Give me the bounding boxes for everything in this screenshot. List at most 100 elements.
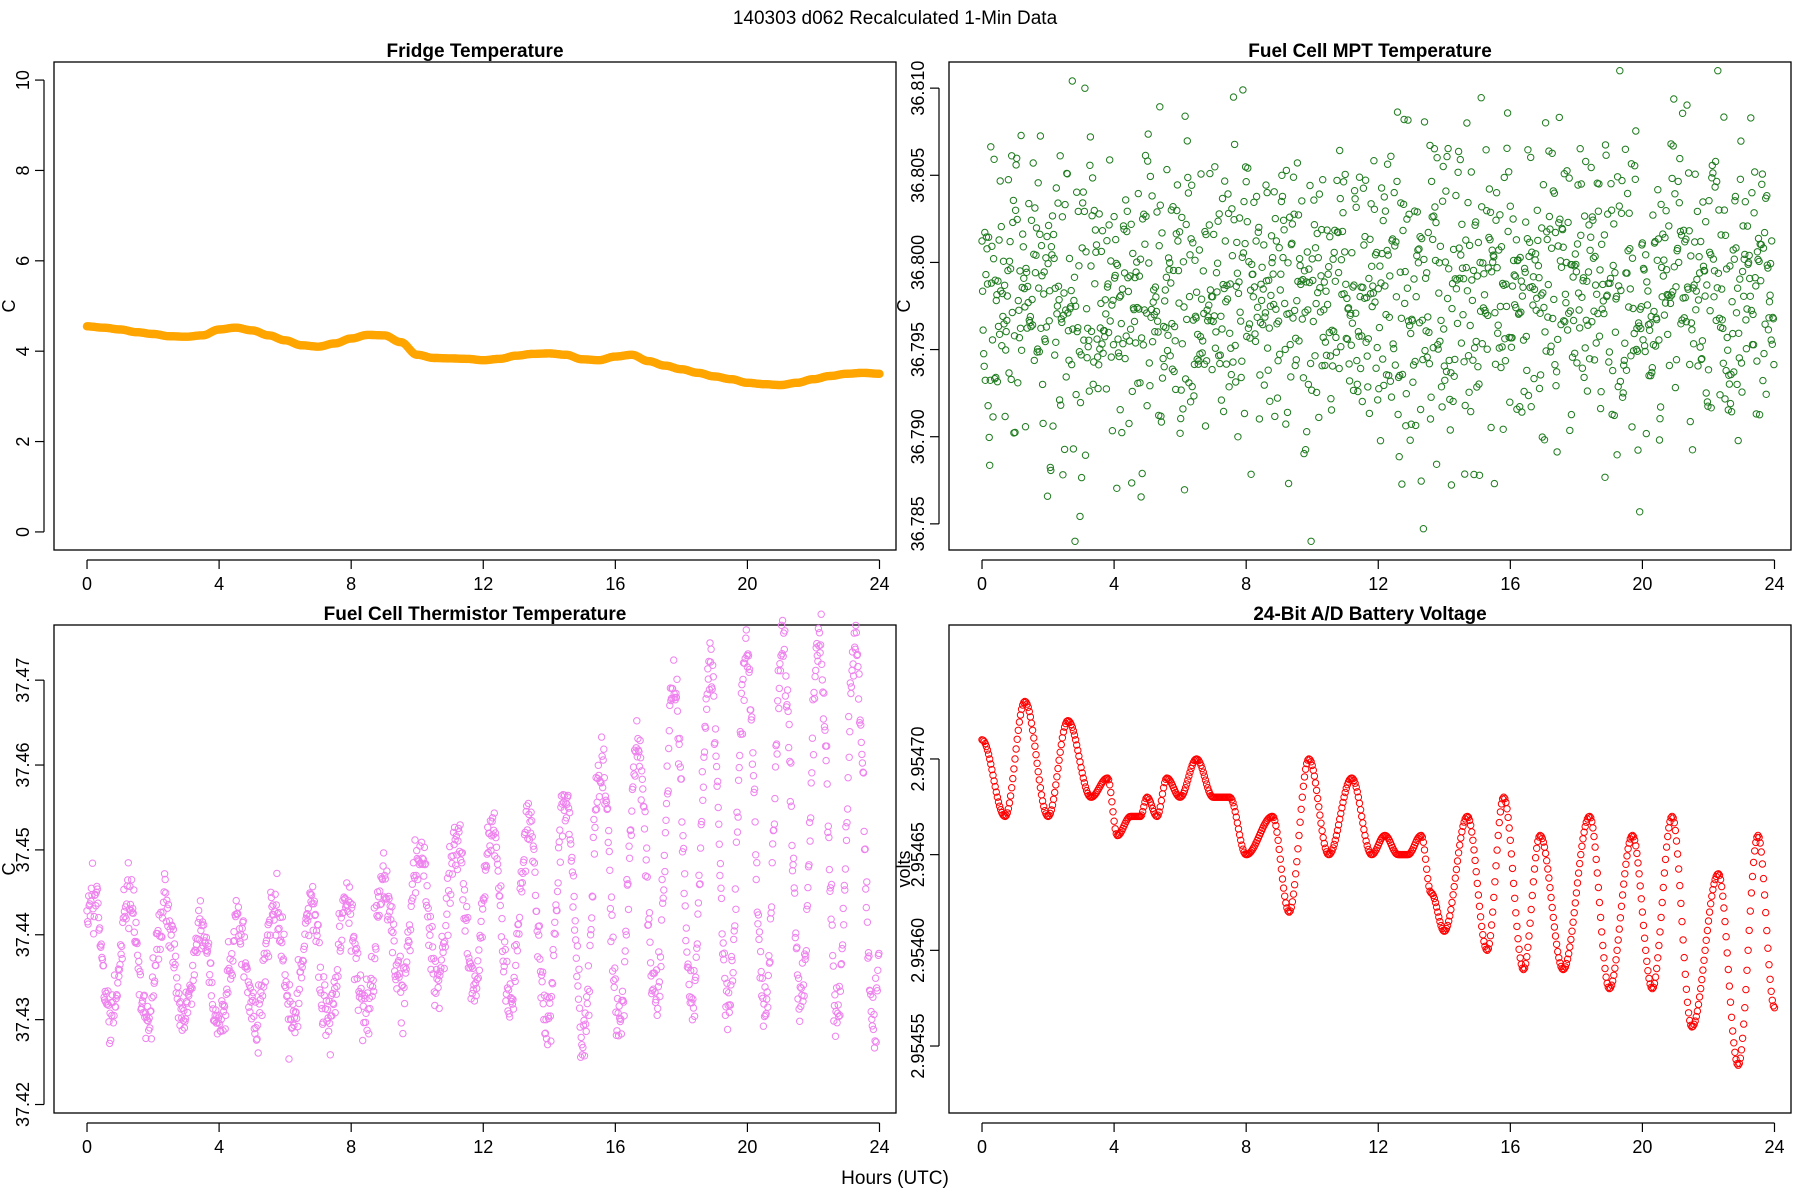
battery-data-point xyxy=(1543,857,1551,865)
mpt-data-point xyxy=(1760,228,1769,237)
battery-data-point xyxy=(1110,817,1118,825)
thermistor-data-point xyxy=(420,872,428,880)
mpt-data-point xyxy=(1323,300,1332,309)
mpt-data-point xyxy=(1497,363,1505,372)
thermistor-data-point xyxy=(732,905,740,913)
mpt-data-point xyxy=(1512,236,1521,244)
mpt-data-point xyxy=(985,433,993,442)
thermistor-data-point xyxy=(661,829,670,837)
mpt-data-point xyxy=(1080,207,1089,216)
mpt-data-point xyxy=(1623,189,1632,198)
thermistor-data-point xyxy=(511,977,519,986)
battery-data-point xyxy=(1729,1027,1737,1035)
battery-data-point xyxy=(1596,913,1605,922)
mpt-data-point xyxy=(1412,421,1420,430)
mpt-data-point xyxy=(1734,436,1742,445)
battery-data-point xyxy=(1744,946,1752,954)
thermistor-data-point xyxy=(679,832,687,840)
mpt-data-point xyxy=(1002,346,1010,354)
mpt-data-point xyxy=(1265,324,1274,332)
mpt-data-point xyxy=(1445,265,1453,273)
thermistor-data-point xyxy=(729,969,737,977)
mpt-data-point xyxy=(1144,130,1152,138)
mpt-data-point xyxy=(1674,177,1682,186)
battery-data-point xyxy=(1051,788,1059,797)
mpt-data-point xyxy=(1173,181,1182,189)
mpt-data-point xyxy=(1459,275,1468,283)
battery-data-point xyxy=(1672,837,1681,845)
battery-data-point xyxy=(1107,788,1115,797)
thermistor-data-point xyxy=(278,938,286,947)
mpt-data-point xyxy=(1269,270,1277,278)
mpt-data-point xyxy=(1315,190,1324,198)
mpt-data-point xyxy=(1199,267,1208,275)
mpt-data-point xyxy=(1699,198,1707,206)
mpt-data-point xyxy=(1006,237,1014,246)
mpt-data-point xyxy=(1517,277,1526,285)
mpt-data-point xyxy=(982,270,990,279)
battery-data-point xyxy=(1233,819,1242,827)
thermistor-y-tick-label: 37.43 xyxy=(13,997,33,1042)
thermistor-data-point xyxy=(731,885,739,893)
battery-data-point xyxy=(1314,794,1322,803)
mpt-data-point xyxy=(1026,312,1035,321)
mpt-data-point xyxy=(1764,326,1773,334)
battery-data-point xyxy=(1468,828,1476,836)
mpt-data-point xyxy=(988,336,997,344)
mpt-data-point xyxy=(1279,253,1287,262)
mpt-data-point xyxy=(1750,209,1758,217)
battery-data-point xyxy=(1452,865,1461,874)
thermistor-data-point xyxy=(785,720,793,729)
battery-data-point xyxy=(1507,850,1516,858)
mpt-data-point xyxy=(1226,329,1234,337)
mpt-data-point xyxy=(1060,445,1069,454)
battery-data-point xyxy=(1678,917,1686,926)
mpt-data-point xyxy=(1543,235,1551,244)
mpt-data-point xyxy=(1660,311,1669,319)
thermistor-data-point xyxy=(717,884,725,892)
mpt-data-point xyxy=(1420,255,1428,264)
thermistor-data-point xyxy=(443,910,451,918)
mpt-data-point xyxy=(1536,371,1545,379)
mpt-data-point xyxy=(1027,216,1036,225)
mpt-data-point xyxy=(984,402,992,410)
mpt-data-point xyxy=(980,350,988,358)
mpt-data-point xyxy=(1440,325,1448,333)
battery-data-point xyxy=(1475,902,1484,910)
thermistor-data-point xyxy=(640,825,649,833)
mpt-data-point xyxy=(1368,262,1376,270)
mpt-data-point xyxy=(1059,471,1067,479)
thermistor-data-point xyxy=(723,1025,732,1034)
battery-data-point xyxy=(1579,835,1587,843)
mpt-data-point xyxy=(1141,240,1149,248)
battery-data-point xyxy=(1494,831,1502,840)
mpt-data-point xyxy=(1284,479,1293,488)
battery-y-tick-label: 2.95455 xyxy=(908,1013,928,1078)
mpt-data-point xyxy=(1412,293,1420,301)
thermistor-data-point xyxy=(416,842,424,850)
mpt-data-point xyxy=(1174,237,1182,245)
thermistor-data-point xyxy=(591,823,599,832)
thermistor-data-point xyxy=(567,840,575,848)
mpt-data-point xyxy=(1216,359,1224,368)
thermistor-data-point xyxy=(631,772,639,780)
mpt-data-point xyxy=(1656,415,1664,423)
thermistor-data-point xyxy=(818,676,826,684)
battery-data-point xyxy=(1058,734,1067,742)
mpt-data-point xyxy=(1082,305,1091,313)
mpt-data-point xyxy=(1035,284,1043,292)
mpt-data-point xyxy=(1765,298,1774,306)
mpt-data-point xyxy=(1273,394,1282,402)
mpt-data-point xyxy=(1252,192,1261,201)
thermistor-data-point xyxy=(834,1001,842,1009)
thermistor-data-point xyxy=(510,973,518,982)
thermistor-data-point xyxy=(857,738,865,747)
battery-data-point xyxy=(1660,869,1669,877)
mpt-data-point xyxy=(1210,230,1218,239)
mpt-data-point xyxy=(1609,366,1617,375)
thermistor-x-tick-label: 0 xyxy=(82,1137,92,1157)
mpt-y-axis-label: C xyxy=(894,300,914,313)
mpt-y-tick-label: 36.805 xyxy=(908,148,928,203)
thermistor-data-point xyxy=(792,929,800,937)
mpt-data-point xyxy=(1566,426,1574,435)
